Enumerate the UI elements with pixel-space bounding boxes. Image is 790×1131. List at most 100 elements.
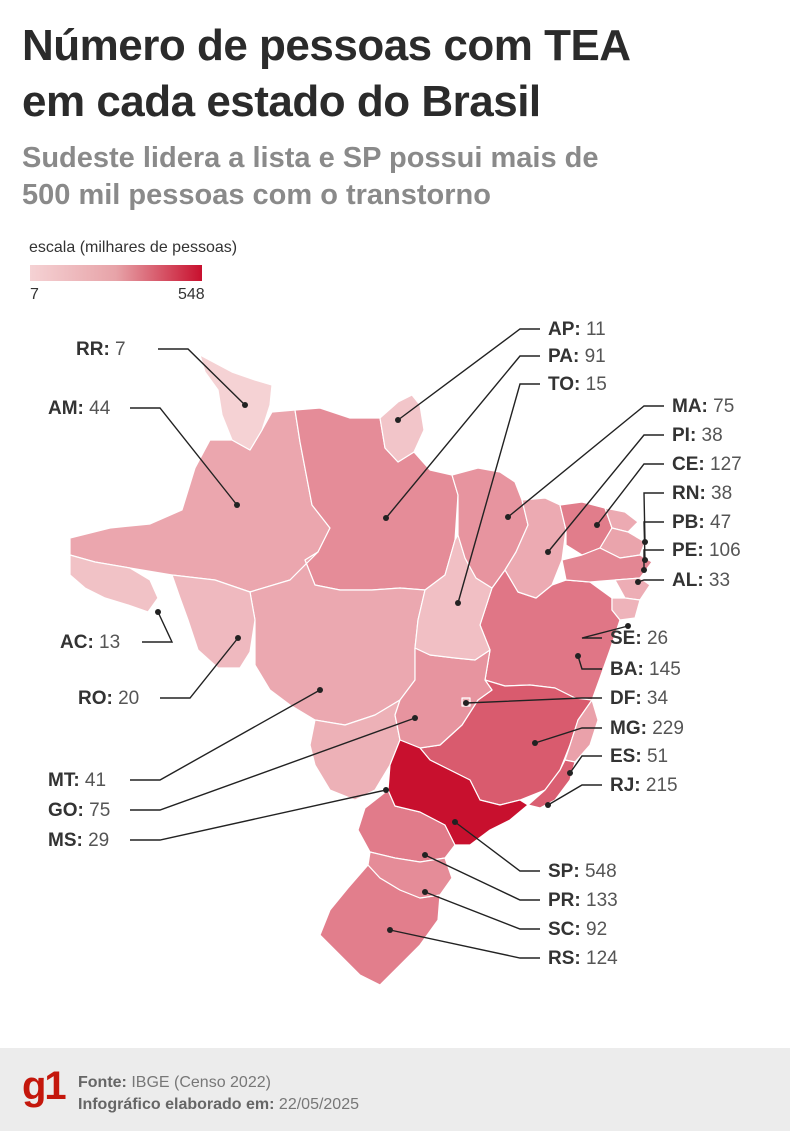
anchor-dot-es xyxy=(567,770,573,776)
state-value: 26 xyxy=(642,628,668,649)
state-code: RN: xyxy=(672,483,706,504)
legend-min: 7 xyxy=(30,286,39,303)
state-code: RR: xyxy=(76,339,110,360)
state-ba xyxy=(479,569,621,701)
subtitle-line-1: Sudeste lidera a lista e SP possui mais … xyxy=(22,142,599,174)
state-ro xyxy=(171,574,256,669)
leader-line-mg xyxy=(534,727,602,744)
state-label-ce: CE: 127 xyxy=(672,454,742,475)
anchor-dot-sc xyxy=(422,889,428,895)
anchor-dot-pb xyxy=(642,557,648,563)
state-value: 75 xyxy=(708,396,734,417)
anchor-dot-am xyxy=(234,502,240,508)
state-code: ES: xyxy=(610,746,642,767)
anchor-dot-mg xyxy=(532,740,538,746)
state-label-ma: MA: 75 xyxy=(672,396,734,417)
state-value: 33 xyxy=(704,570,730,591)
leader-line-ro xyxy=(160,637,239,699)
source-line: Fonte: IBGE (Censo 2022) xyxy=(78,1072,359,1094)
leader-line-pe xyxy=(643,549,664,570)
state-code: AC: xyxy=(60,632,94,653)
state-value: 11 xyxy=(581,319,606,340)
state-code: PA: xyxy=(548,346,579,367)
legend-title: escala (milhares de pessoas) xyxy=(29,239,238,256)
leader-line-rn xyxy=(643,492,664,543)
leader-line-ba xyxy=(577,655,602,670)
state-label-ap: AP: 11 xyxy=(548,319,606,340)
g1-logo: g1 xyxy=(22,1064,67,1108)
state-value: 34 xyxy=(642,688,669,709)
anchor-dot-ac xyxy=(155,609,161,615)
date-value: 22/05/2025 xyxy=(278,1096,359,1113)
state-label-ac: AC: 13 xyxy=(60,632,120,653)
leader-line-rs xyxy=(389,929,540,959)
state-label-mg: MG: 229 xyxy=(610,718,684,739)
anchor-dot-mt xyxy=(317,687,323,693)
anchor-dot-ce xyxy=(594,522,600,528)
legend-max: 548 xyxy=(178,286,205,303)
state-label-pe: PE: 106 xyxy=(672,540,741,561)
state-code: SE: xyxy=(610,628,642,649)
leader-line-pa xyxy=(385,355,540,519)
leader-line-go xyxy=(130,717,416,811)
state-value: 13 xyxy=(94,632,120,653)
anchor-dot-ms xyxy=(383,787,389,793)
anchor-dot-pr xyxy=(422,852,428,858)
state-code: MT: xyxy=(48,770,80,791)
state-label-to: TO: 15 xyxy=(548,374,607,395)
anchor-dot-ba xyxy=(575,653,581,659)
state-value: 38 xyxy=(696,425,722,446)
state-label-es: ES: 51 xyxy=(610,746,668,767)
state-code: RO: xyxy=(78,688,113,709)
anchor-dot-go xyxy=(412,715,418,721)
leader-line-ma xyxy=(507,405,664,518)
anchor-dot-rj xyxy=(545,802,551,808)
state-rj xyxy=(527,759,576,809)
state-ap xyxy=(379,394,425,463)
state-value: 29 xyxy=(83,830,109,851)
state-value: 7 xyxy=(110,339,126,360)
state-sc xyxy=(367,851,453,899)
state-es xyxy=(564,699,599,763)
state-label-rn: RN: 38 xyxy=(672,483,732,504)
state-code: MS: xyxy=(48,830,83,851)
state-value: 15 xyxy=(580,374,606,395)
state-code: GO: xyxy=(48,800,84,821)
anchor-dot-ro xyxy=(235,635,241,641)
state-al xyxy=(614,577,651,601)
state-value: 127 xyxy=(705,454,742,475)
state-code: TO: xyxy=(548,374,580,395)
anchor-dot-pi xyxy=(545,549,551,555)
state-label-go: GO: 75 xyxy=(48,800,110,821)
state-label-df: DF: 34 xyxy=(610,688,669,709)
state-value: 124 xyxy=(581,948,618,969)
state-ac xyxy=(69,554,159,613)
state-value: 75 xyxy=(84,800,110,821)
state-code: RJ: xyxy=(610,775,641,796)
state-label-se: SE: 26 xyxy=(610,628,668,649)
state-label-rs: RS: 124 xyxy=(548,948,618,969)
anchor-dot-ma xyxy=(505,514,511,520)
state-rn xyxy=(604,507,639,533)
state-value: 133 xyxy=(581,890,618,911)
leader-line-to xyxy=(457,383,540,604)
state-label-pb: PB: 47 xyxy=(672,512,731,533)
state-label-pr: PR: 133 xyxy=(548,890,618,911)
state-label-rr: RR: 7 xyxy=(76,339,126,360)
anchor-dot-to xyxy=(455,600,461,606)
state-label-ro: RO: 20 xyxy=(78,688,139,709)
state-code: BA: xyxy=(610,659,644,680)
state-code: AP: xyxy=(548,319,581,340)
state-shapes xyxy=(69,354,653,986)
state-value: 92 xyxy=(581,919,607,940)
chart-title: Número de pessoas com TEA em cada estado… xyxy=(22,18,782,130)
leader-line-ap xyxy=(397,328,540,421)
state-label-mt: MT: 41 xyxy=(48,770,106,791)
state-code: AM: xyxy=(48,398,84,419)
subtitle-line-2: 500 mil pessoas com o transtorno xyxy=(22,179,491,211)
state-label-rj: RJ: 215 xyxy=(610,775,678,796)
state-value: 215 xyxy=(641,775,678,796)
leader-line-sc xyxy=(424,891,540,930)
state-value: 106 xyxy=(704,540,741,561)
